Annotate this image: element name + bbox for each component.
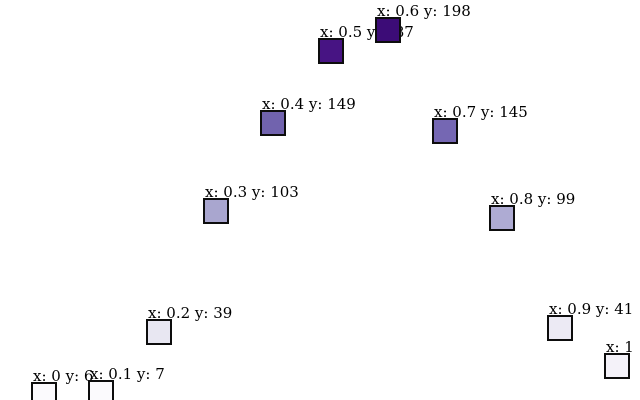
scatter-point-label: x: 0.9 y: 41: [549, 300, 634, 318]
scatter-point-label: x: 0.8 y: 99: [491, 190, 576, 208]
scatter-point-label: x: 1: [606, 338, 634, 356]
scatter-point-square: [260, 110, 286, 136]
scatter-point-label: x: 0.7 y: 145: [434, 103, 528, 121]
scatter-point-square: [604, 353, 630, 379]
scatter-point-label: x: 0.1 y: 7: [90, 365, 165, 383]
scatter-point-label: x: 0.4 y: 149: [262, 95, 356, 113]
scatter-point-square: [31, 382, 57, 400]
scatter-point-square: [375, 17, 401, 43]
scatter-point-square: [489, 205, 515, 231]
scatter-point-square: [547, 315, 573, 341]
scatter-point-square: [146, 319, 172, 345]
scatter-point-square: [203, 198, 229, 224]
scatter-point-label: x: 0.2 y: 39: [148, 304, 233, 322]
scatter-point-square: [88, 380, 114, 400]
scatter-point-square: [318, 38, 344, 64]
scatter-point-label: x: 0.6 y: 198: [377, 2, 471, 20]
scatter-point-label: x: 0 y: 6: [33, 367, 94, 385]
scatter-point-label: x: 0.3 y: 103: [205, 183, 299, 201]
scatter-point-square: [432, 118, 458, 144]
